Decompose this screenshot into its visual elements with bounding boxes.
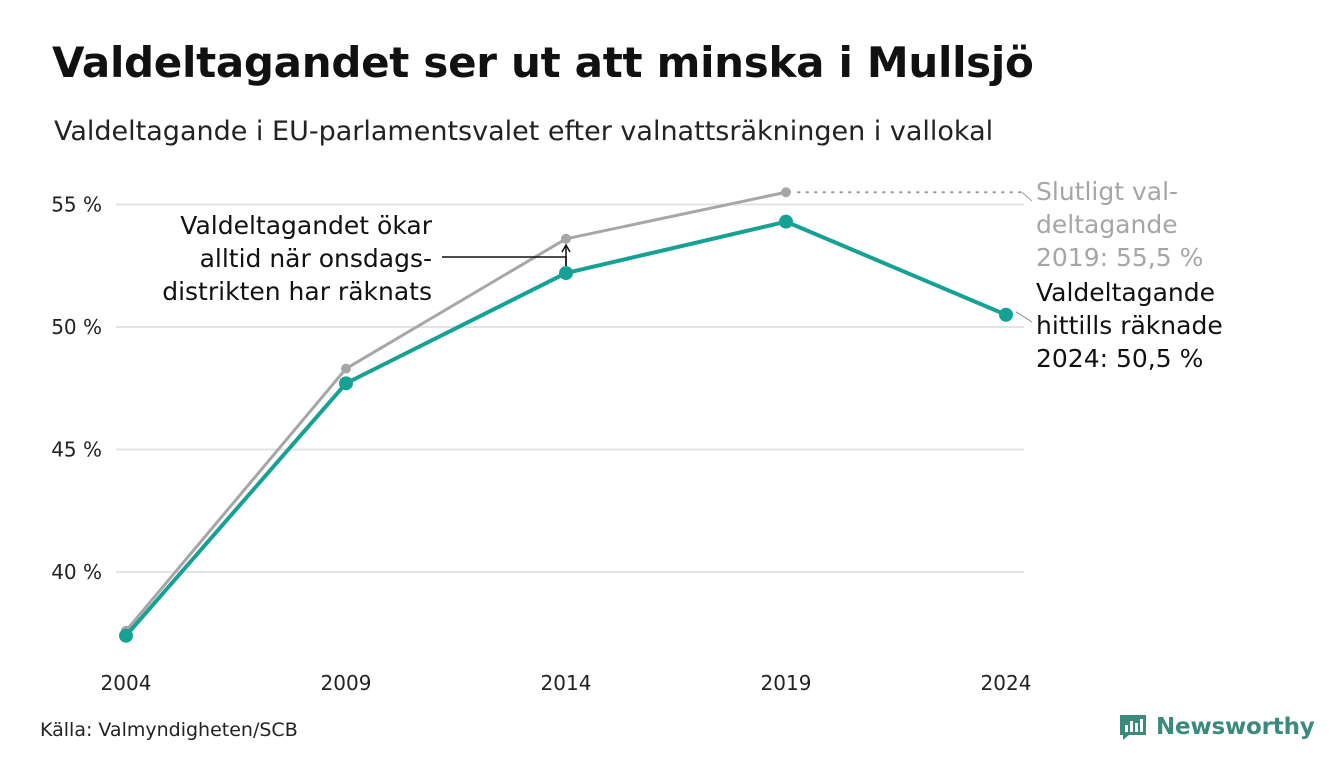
data-point-final [341, 363, 351, 374]
annotation-current_2024-line: hittills räknade [1036, 311, 1223, 340]
y-tick-label: 40 % [51, 560, 102, 584]
chart-subtitle: Valdeltagande i EU-parlamentsvalet efter… [54, 116, 994, 147]
data-point-final [781, 187, 791, 198]
data-point-prelim [119, 628, 133, 643]
annotation-final_2019-line: deltagande [1036, 210, 1178, 239]
data-point-prelim [559, 266, 573, 281]
x-tick-label: 2014 [541, 671, 592, 695]
x-tick-label: 2009 [321, 671, 372, 695]
annotation-wednesday-line: alltid när onsdags- [200, 244, 432, 273]
annotation-wednesday-line: distrikten har räknats [162, 277, 432, 306]
series-line-final [124, 190, 787, 632]
brand-name: Newsworthy [1156, 714, 1315, 740]
annotation-final_2019-line: 2019: 55,5 % [1036, 243, 1203, 272]
annotation-current_2024-line: Valdeltagande [1036, 278, 1215, 307]
annotation-final_2019-line: Slutligt val- [1036, 177, 1178, 206]
y-tick-label: 45 % [51, 438, 102, 462]
data-point-prelim [999, 307, 1013, 322]
annotation-connector [442, 256, 567, 266]
x-tick-label: 2004 [101, 671, 152, 695]
y-tick-label: 55 % [51, 193, 102, 217]
y-tick-label: 50 % [51, 315, 102, 339]
line-chart: 40 % 45 % 50 % 55 % 2004 2009 2014 2019 2024 Vald… [51, 177, 1223, 695]
annotation-current_2024-line: 2024: 50,5 % [1036, 344, 1203, 373]
annotation-arrowhead [561, 243, 571, 253]
data-point-final [561, 233, 571, 244]
x-tick-label: 2019 [761, 671, 812, 695]
source-note: Källa: Valmyndigheten/SCB [40, 719, 298, 741]
newsworthy-logo: Newsworthy [1118, 712, 1315, 742]
annotation-wednesday-line: Valdeltagandet ökar [180, 211, 432, 240]
data-point-prelim [779, 214, 793, 229]
chart-title: Valdeltagandet ser ut att minska i Mulls… [52, 38, 1034, 87]
bar-chart-icon [1120, 715, 1146, 740]
current-label-connector [1015, 311, 1033, 323]
data-point-prelim [339, 376, 353, 391]
x-tick-label: 2024 [981, 671, 1032, 695]
final-label-connector [1021, 191, 1033, 202]
